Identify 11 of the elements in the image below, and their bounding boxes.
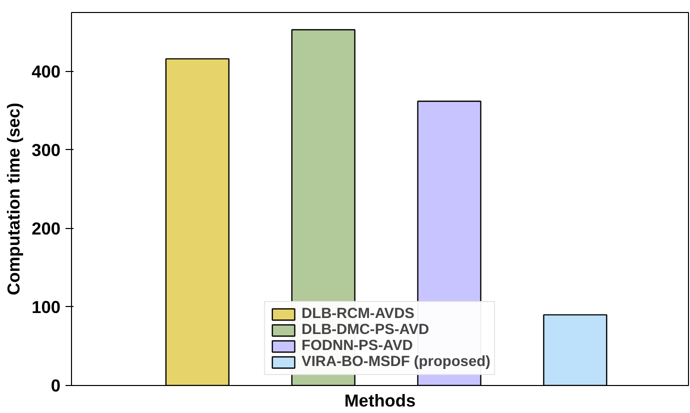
legend-label: FODNN-PS-AVD: [302, 338, 413, 354]
y-axis-title: Computation time (sec): [4, 102, 24, 296]
y-tick-label: 300: [32, 140, 61, 160]
legend-label: DLB-DMC-PS-AVD: [302, 322, 430, 338]
x-axis-title: Methods: [344, 390, 416, 410]
y-tick-label: 400: [32, 61, 61, 82]
y-tick-label: 0: [50, 376, 61, 396]
legend-label: DLB-RCM-AVDS: [302, 306, 414, 322]
y-tick-label: 200: [32, 218, 61, 238]
y-tick-label: 100: [32, 296, 61, 317]
legend-label: VIRA-BO-MSDF (proposed): [302, 354, 490, 370]
